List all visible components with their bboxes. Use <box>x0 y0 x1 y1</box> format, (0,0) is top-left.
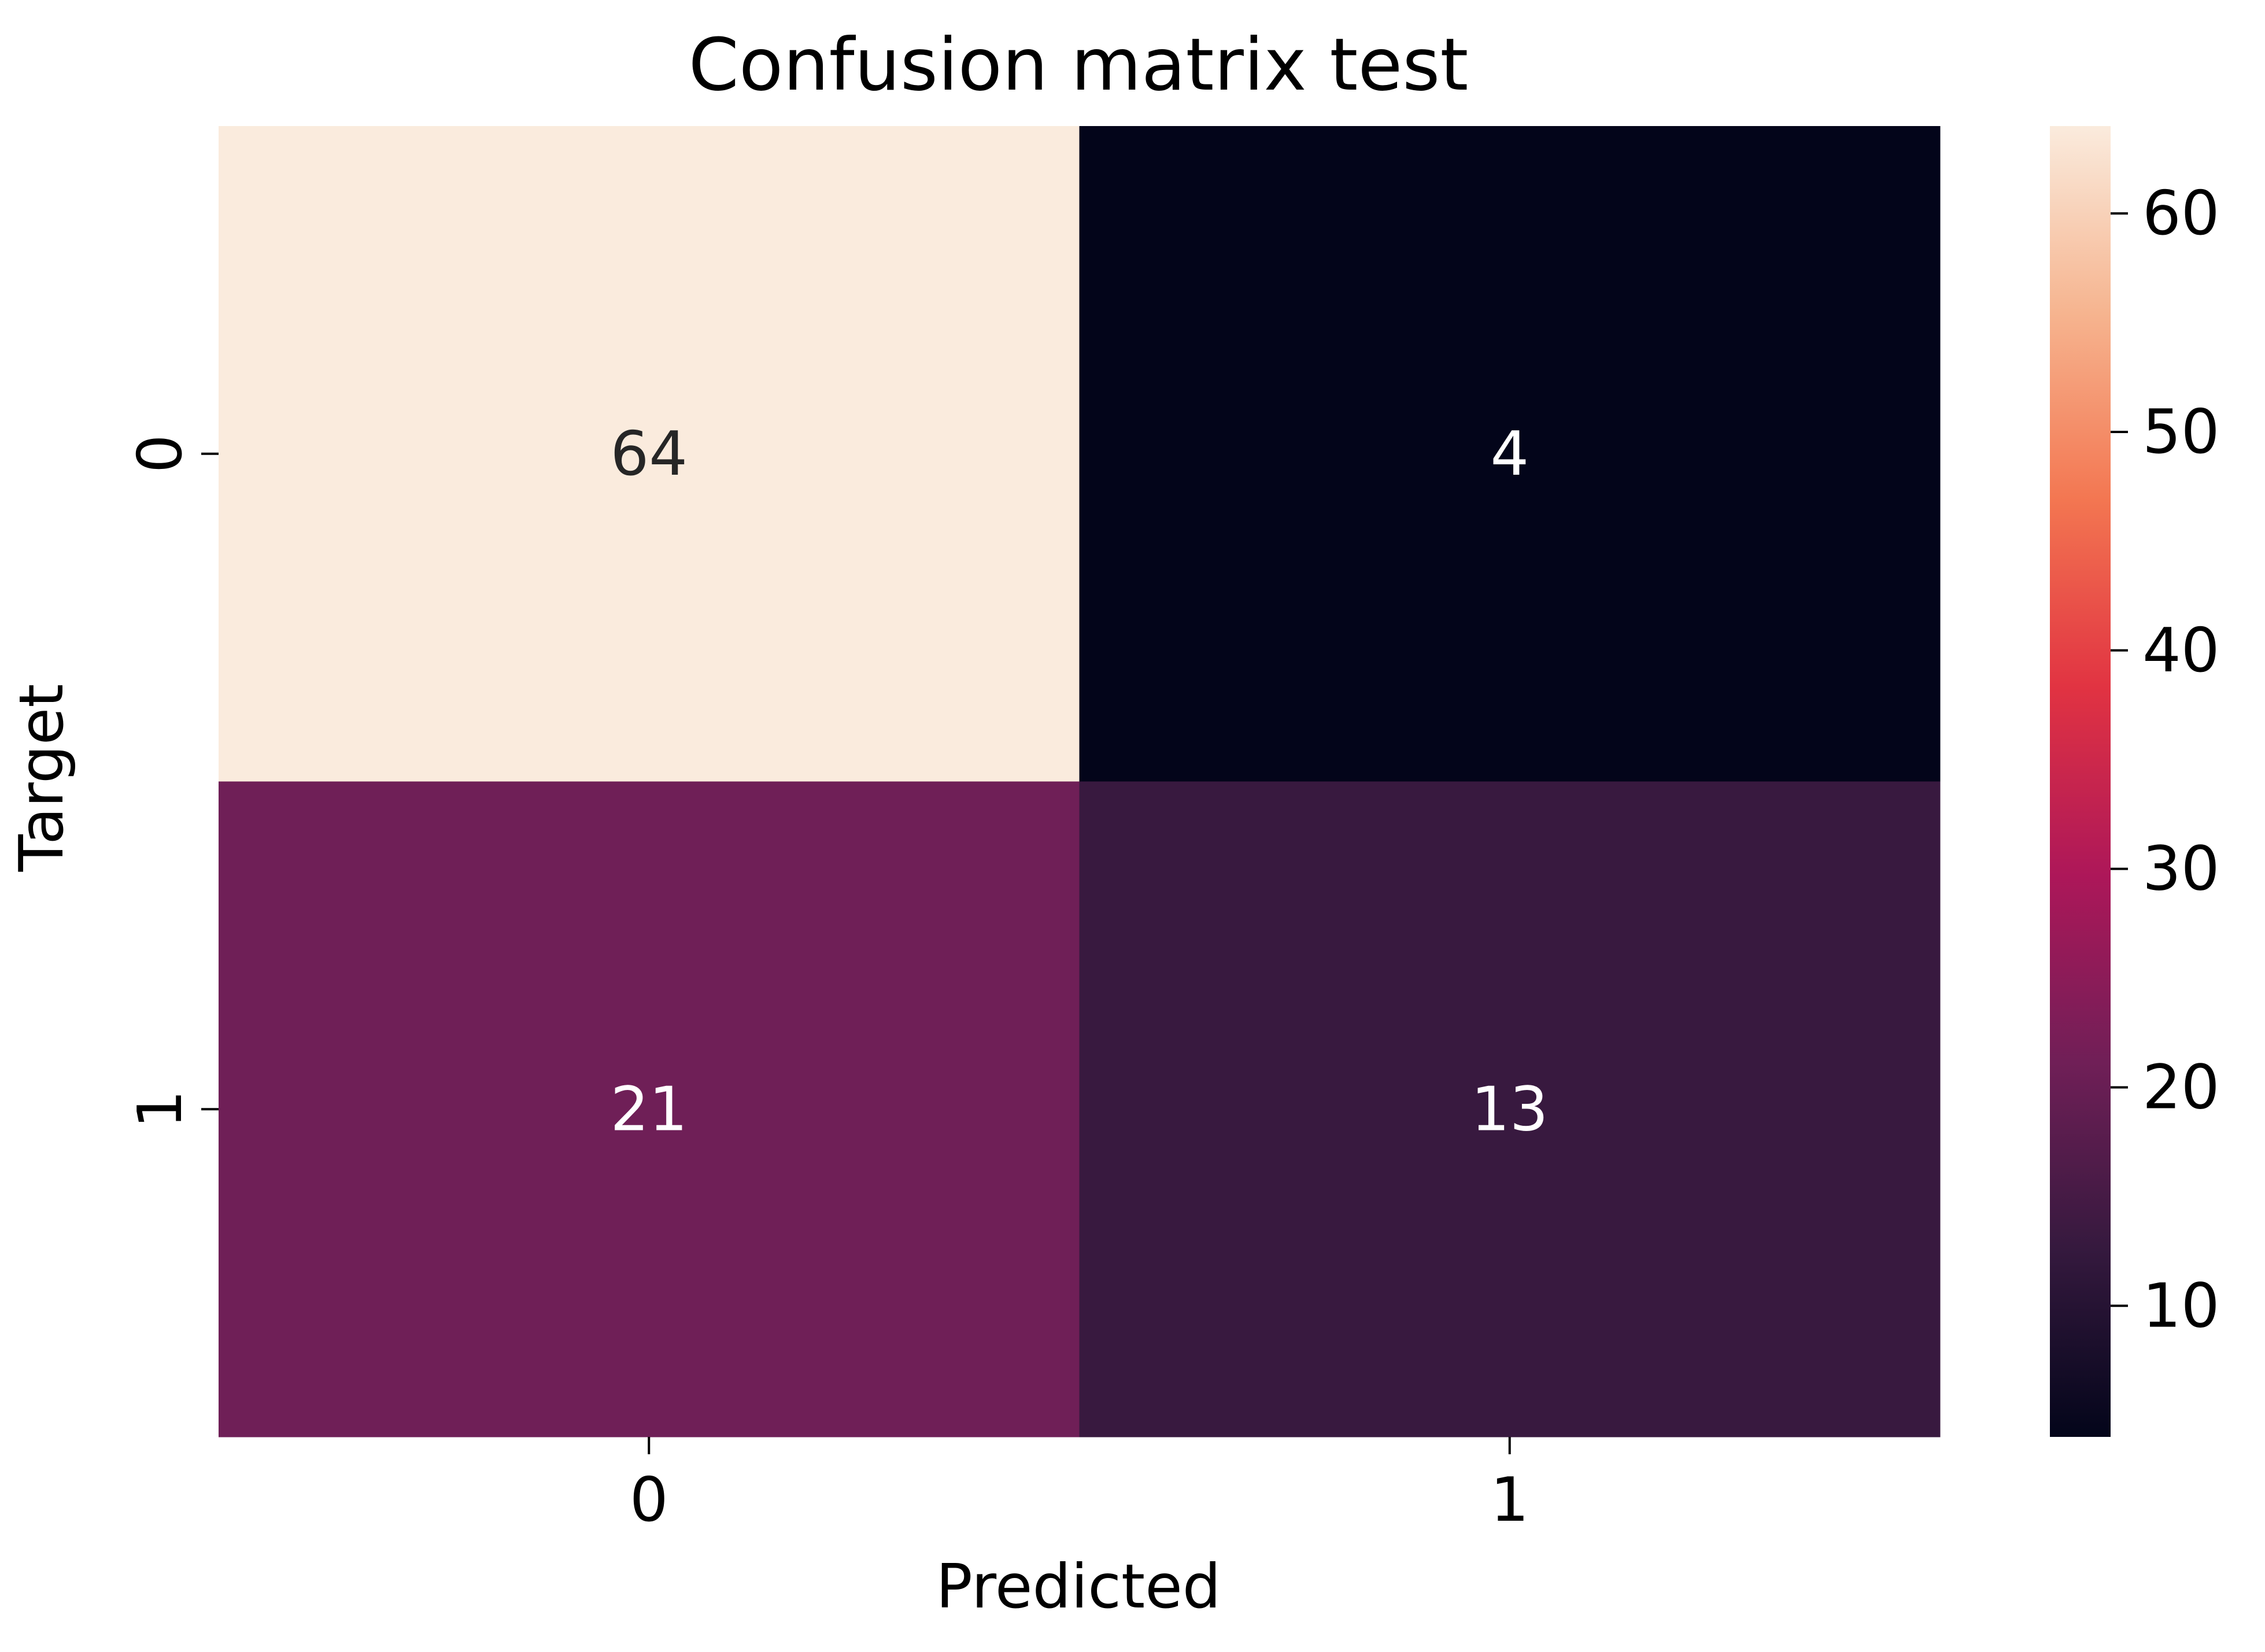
x-tick-label-0: 0 <box>630 1465 668 1535</box>
y-axis-ticks: 01 <box>125 434 219 1129</box>
heatmap-cells <box>219 126 1941 1437</box>
y-tick-label-0: 0 <box>125 434 195 473</box>
y-tick-label-1: 1 <box>125 1090 195 1129</box>
heatmap-cell-r1-c1 <box>1079 781 1941 1437</box>
heatmap-cell-r1-c0 <box>219 781 1080 1437</box>
colorbar-scale <box>2050 126 2111 1437</box>
chart-title: Confusion matrix test <box>689 23 1469 107</box>
cell-value-r1-c0: 21 <box>610 1074 688 1144</box>
colorbar-tick-label-4: 50 <box>2142 397 2220 467</box>
cell-value-r0-c1: 4 <box>1490 419 1529 489</box>
heatmap-cell-labels: 64 4 21 13 <box>610 419 1548 1145</box>
x-tick-label-1: 1 <box>1490 1465 1529 1535</box>
cell-value-r1-c1: 13 <box>1471 1074 1549 1144</box>
colorbar-tick-label-0: 10 <box>2142 1270 2220 1341</box>
colorbar-tick-label-1: 20 <box>2142 1052 2220 1122</box>
colorbar-ticks: 10 20 30 40 50 60 <box>2111 178 2220 1341</box>
cell-value-r0-c0: 64 <box>610 419 688 489</box>
colorbar-tick-label-3: 40 <box>2142 615 2220 686</box>
heatmap-cell-r0-c1 <box>1079 126 1941 782</box>
colorbar <box>2050 126 2111 1437</box>
heatmap-cell-r0-c0 <box>219 126 1080 782</box>
y-axis-label: Target <box>6 684 77 873</box>
colorbar-tick-label-2: 30 <box>2142 834 2220 904</box>
x-axis-label: Predicted <box>936 1551 1221 1622</box>
colorbar-tick-label-5: 60 <box>2142 178 2220 249</box>
